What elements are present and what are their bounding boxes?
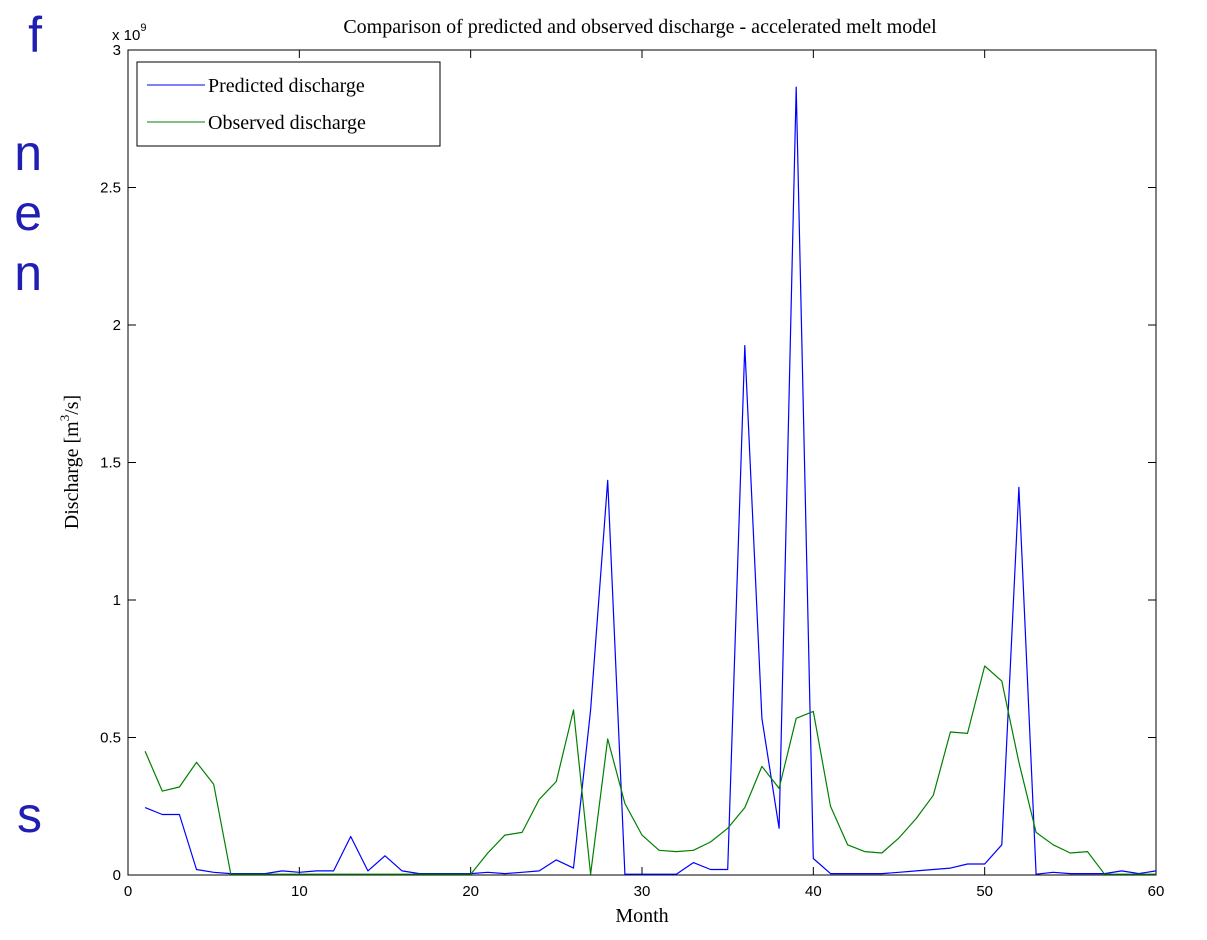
x-tick-label: 10 [291,883,308,900]
series-line-observed [144,665,1156,875]
y-axis-label-superscript: 3 [57,415,72,422]
y-axis-label-end: /s] [61,395,83,415]
x-tick-label: 30 [634,883,651,900]
y-tick-label: 1 [113,592,121,609]
x-tick-label: 20 [462,883,479,900]
y-tick-label: 3 [113,42,121,59]
y-tick-label: 1.5 [100,455,121,472]
x-axis-label: Month [615,905,668,927]
slide-text-fragment-1: f [28,10,42,63]
plot-area [127,49,1157,876]
slide-text-fragment-4: n [14,248,42,301]
series-line-predicted [144,86,1157,875]
y-multiplier-label: x 109 [112,22,146,44]
legend-label-observed: Observed discharge [208,112,366,134]
y-axis-label: Discharge [m3/s] [57,395,83,529]
y-axis-label-main: Discharge [m [61,421,83,529]
y-multiplier-exponent: 9 [140,22,146,34]
y-tick-label: 0 [113,867,121,884]
y-axis-ticks: 0 0.5 1 1.5 2 2.5 3 [100,42,1156,884]
chart-legend: Predicted discharge Observed discharge [136,61,441,147]
chart-title: Comparison of predicted and observed dis… [343,16,937,38]
x-tick-label: 50 [976,883,993,900]
slide-text-fragment-3: e [14,188,42,241]
x-tick-label: 40 [805,883,822,900]
legend-label-predicted: Predicted discharge [208,75,365,97]
y-tick-label: 2.5 [100,180,121,197]
x-tick-label: 60 [1148,883,1165,900]
slide-text-fragment-2: n [14,128,42,181]
x-tick-label: 0 [124,883,132,900]
y-tick-label: 2 [113,317,121,334]
y-tick-label: 0.5 [100,730,121,747]
x-axis-ticks: 0 10 20 30 40 50 60 [124,50,1165,900]
legend-box [136,61,441,147]
y-multiplier-base: x 10 [112,27,140,44]
plot-axes-box [127,49,1157,876]
series-layer [144,86,1157,875]
slide-text-fragment-5: s [17,790,42,843]
